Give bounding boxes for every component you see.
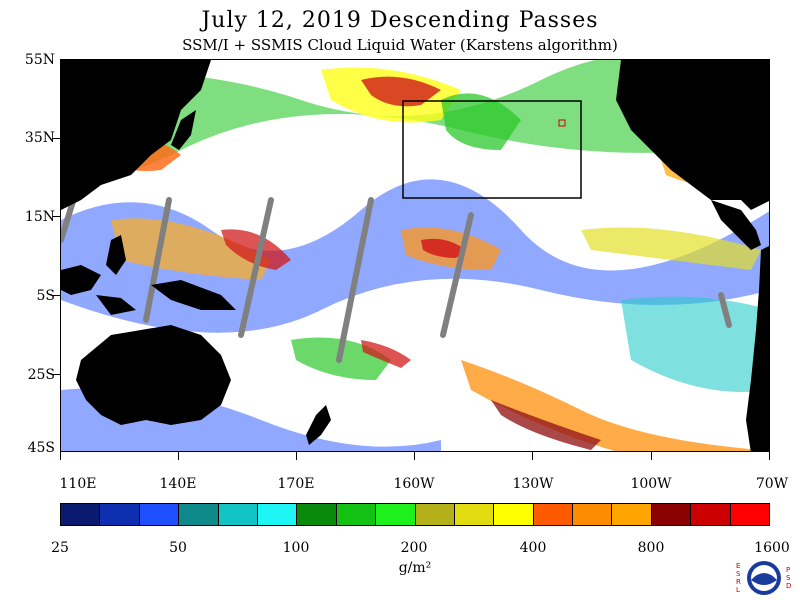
- chart-title: July 12, 2019 Descending Passes: [201, 8, 599, 33]
- cloud-field: [61, 60, 769, 451]
- colorbar-swatch: [691, 504, 731, 525]
- colorbar-swatch: [573, 504, 613, 525]
- chart-subtitle: SSM/I + SSMIS Cloud Liquid Water (Karste…: [182, 36, 618, 54]
- lat-label-35n: 35N: [24, 130, 55, 146]
- logo-right-letter: S: [786, 574, 791, 582]
- colorbar-swatch: [100, 504, 140, 525]
- colorbar-swatch: [376, 504, 416, 525]
- lon-label-170e: 170E: [277, 476, 315, 492]
- cloud-liquid-water-map: [60, 59, 770, 452]
- lon-label-130w: 130W: [512, 476, 554, 492]
- colorbar-swatch: [612, 504, 652, 525]
- colorbar-swatch: [454, 504, 495, 525]
- lon-label-100w: 100W: [630, 476, 672, 492]
- lat-tick: [52, 374, 60, 375]
- colorbar-swatch: [218, 504, 258, 525]
- colorbar-swatch: [730, 504, 770, 525]
- map-canvas: [61, 60, 769, 451]
- highlight-box: [402, 100, 582, 199]
- colorbar-swatch: [61, 504, 101, 525]
- land-masses: [61, 60, 769, 451]
- lon-label-70w: 70W: [755, 476, 789, 492]
- lat-label-55n: 55N: [24, 52, 55, 68]
- colorbar-label-800: 800: [637, 540, 665, 556]
- logo-left-letter: R: [736, 578, 741, 586]
- lon-label-110e: 110E: [59, 476, 97, 492]
- colorbar-label-50: 50: [169, 540, 187, 556]
- logo-left-letter: E: [736, 562, 740, 570]
- lat-label-15n: 15N: [24, 209, 55, 225]
- lat-tick: [52, 216, 60, 217]
- logo-right-letter: P: [786, 566, 790, 574]
- lon-tick: [769, 452, 770, 460]
- lon-tick: [651, 452, 652, 460]
- logo-left-letter: S: [736, 570, 741, 578]
- lon-tick: [296, 452, 297, 460]
- colorbar-swatch: [494, 504, 534, 525]
- logo-left-letter: L: [736, 586, 740, 594]
- lon-tick: [60, 452, 61, 460]
- colorbar-swatch: [336, 504, 377, 525]
- lat-label-45s: 45S: [27, 440, 55, 456]
- colorbar-label-1600: 1600: [754, 540, 790, 556]
- colorbar-unit: g/m²: [398, 560, 432, 576]
- lon-tick: [178, 452, 179, 460]
- colorbar-swatch: [257, 504, 298, 525]
- colorbar-swatch: [651, 504, 692, 525]
- lat-tick: [52, 295, 60, 296]
- colorbar-swatch: [139, 504, 180, 525]
- colorbar-label-100: 100: [282, 540, 310, 556]
- colorbar-label-400: 400: [519, 540, 547, 556]
- noaa-logo: E S R L P S D: [736, 561, 791, 595]
- lat-tick: [52, 138, 60, 139]
- colorbar: [60, 503, 770, 526]
- logo-right-letter: D: [786, 582, 791, 590]
- colorbar-swatch: [533, 504, 574, 525]
- colorbar-swatch: [297, 504, 337, 525]
- colorbar-label-200: 200: [400, 540, 428, 556]
- colorbar-swatch: [415, 504, 455, 525]
- lat-label-25s: 25S: [27, 367, 55, 383]
- colorbar-swatch: [179, 504, 219, 525]
- lon-label-160w: 160W: [393, 476, 435, 492]
- colorbar-label-25: 25: [51, 540, 69, 556]
- small-marker: [558, 119, 566, 127]
- lon-tick: [414, 452, 415, 460]
- lon-tick: [532, 452, 533, 460]
- lat-label-5s: 5S: [36, 288, 56, 304]
- lon-label-140e: 140E: [159, 476, 197, 492]
